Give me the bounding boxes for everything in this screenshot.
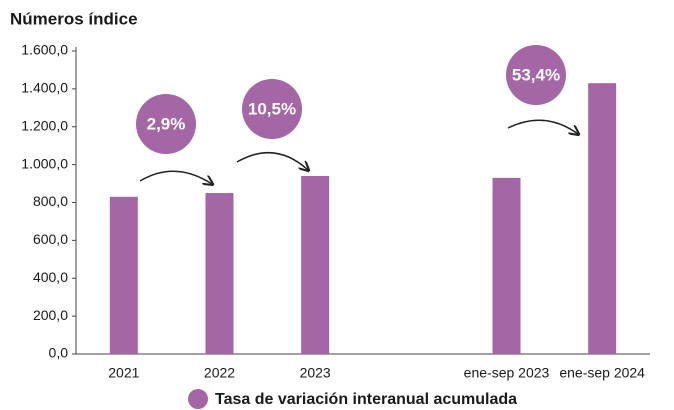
arrow: [139, 170, 212, 184]
bar: [109, 196, 138, 354]
bar: [205, 193, 234, 354]
bar: [492, 177, 521, 354]
y-tick-label: 200,0: [33, 307, 68, 323]
y-tick-label: 1.600,0: [21, 42, 68, 58]
arrow: [507, 119, 578, 134]
bar: [301, 175, 330, 354]
x-tick-label: 2022: [204, 365, 235, 381]
y-tick-label: 400,0: [33, 269, 68, 285]
x-tick-label: ene-sep 2023: [464, 365, 550, 381]
legend-label: Tasa de variación interanual acumulada: [215, 391, 517, 408]
arrow: [236, 151, 308, 170]
x-tick-label: ene-sep 2024: [559, 365, 645, 381]
chart-title: Números índice: [10, 9, 138, 28]
annotation: 10,5%: [248, 99, 296, 118]
y-tick-label: 800,0: [33, 193, 68, 209]
annotation: 2,9%: [147, 114, 186, 133]
legend-marker: [188, 389, 208, 409]
y-tick-label: 1.400,0: [21, 80, 68, 96]
annotation-bubble: [136, 94, 196, 154]
annotation: 53,4%: [512, 65, 560, 84]
y-tick-label: 600,0: [33, 231, 68, 247]
annotation-bubble: [506, 45, 566, 105]
x-tick-label: 2023: [300, 365, 331, 381]
y-tick-label: 1.000,0: [21, 155, 68, 171]
bar: [588, 83, 617, 354]
y-tick-label: 0,0: [49, 345, 69, 361]
x-tick-label: 2021: [108, 365, 139, 381]
y-tick-label: 1.200,0: [21, 117, 68, 133]
annotation-bubble: [242, 79, 302, 139]
